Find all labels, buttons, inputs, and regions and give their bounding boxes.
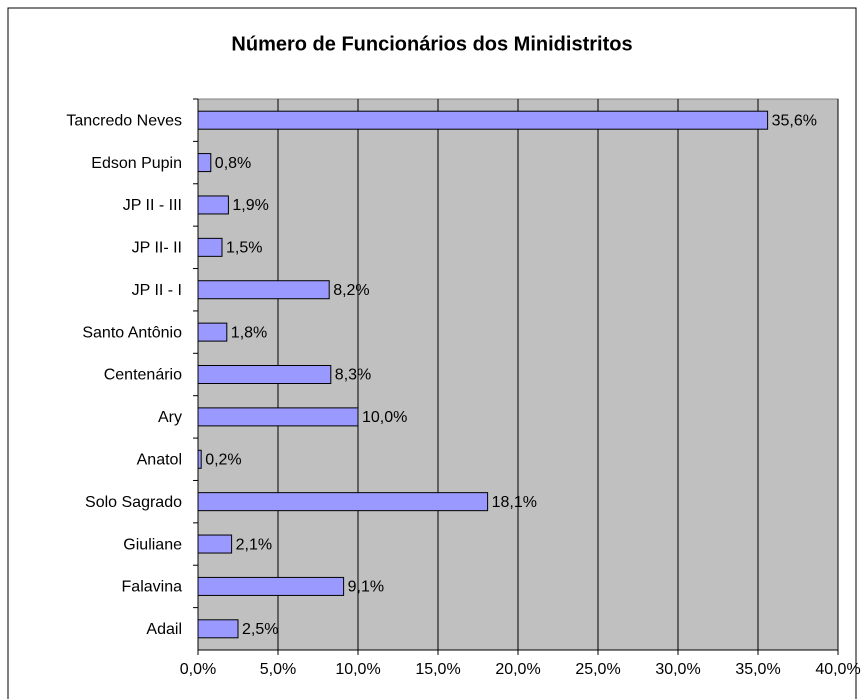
data-label: 2,1% bbox=[236, 536, 272, 553]
bar bbox=[197, 619, 239, 639]
data-label: 1,8% bbox=[231, 324, 267, 341]
data-label: 18,1% bbox=[492, 494, 537, 511]
bar bbox=[197, 280, 330, 300]
data-label: 8,3% bbox=[335, 367, 371, 384]
bar bbox=[197, 365, 332, 384]
bar bbox=[197, 407, 359, 427]
y-tick-label: Edson Pupin bbox=[91, 155, 182, 172]
bar bbox=[197, 534, 233, 554]
y-tick-label: Ary bbox=[158, 409, 182, 426]
data-label: 0,2% bbox=[205, 451, 241, 468]
x-tick-label: 30,0% bbox=[655, 661, 700, 678]
data-label: 2,5% bbox=[242, 621, 278, 638]
y-tick-label: Tancredo Neves bbox=[66, 112, 182, 129]
y-tick-label: Centenário bbox=[104, 367, 182, 384]
x-tick-label: 40,0% bbox=[815, 661, 860, 678]
y-tick-label: Giuliane bbox=[123, 536, 182, 553]
data-label: 8,2% bbox=[333, 282, 369, 299]
bar bbox=[197, 322, 228, 342]
x-tick-label: 20,0% bbox=[495, 661, 540, 678]
bar bbox=[197, 195, 229, 215]
data-label: 10,0% bbox=[362, 409, 407, 426]
bar bbox=[197, 449, 202, 469]
x-tick-label: 0,0% bbox=[180, 661, 216, 678]
y-tick-label: JP II- II bbox=[132, 240, 182, 257]
chart-title: Número de Funcionários dos Minidistritos bbox=[231, 33, 632, 55]
y-tick-label: Solo Sagrado bbox=[85, 494, 182, 511]
x-tick-label: 25,0% bbox=[575, 661, 620, 678]
bar bbox=[197, 110, 769, 130]
y-tick-label: Santo Antônio bbox=[82, 324, 182, 341]
data-label: 0,8% bbox=[215, 155, 251, 172]
data-label: 1,9% bbox=[232, 197, 268, 214]
y-tick-label: JP II - III bbox=[123, 197, 182, 214]
data-label: 1,5% bbox=[226, 240, 262, 257]
x-tick-label: 35,0% bbox=[735, 661, 780, 678]
bar bbox=[197, 237, 223, 257]
bar bbox=[197, 492, 489, 512]
data-label: 9,1% bbox=[348, 579, 384, 596]
x-tick-label: 5,0% bbox=[260, 661, 296, 678]
y-tick-label: Adail bbox=[146, 621, 182, 638]
y-tick-label: JP II - I bbox=[132, 282, 182, 299]
bar bbox=[197, 153, 212, 173]
x-tick-label: 10,0% bbox=[335, 661, 380, 678]
x-tick-label: 15,0% bbox=[415, 661, 460, 678]
data-label: 35,6% bbox=[772, 112, 817, 129]
y-tick-label: Anatol bbox=[137, 451, 182, 468]
bar bbox=[197, 576, 345, 596]
y-tick-label: Falavina bbox=[122, 579, 183, 596]
